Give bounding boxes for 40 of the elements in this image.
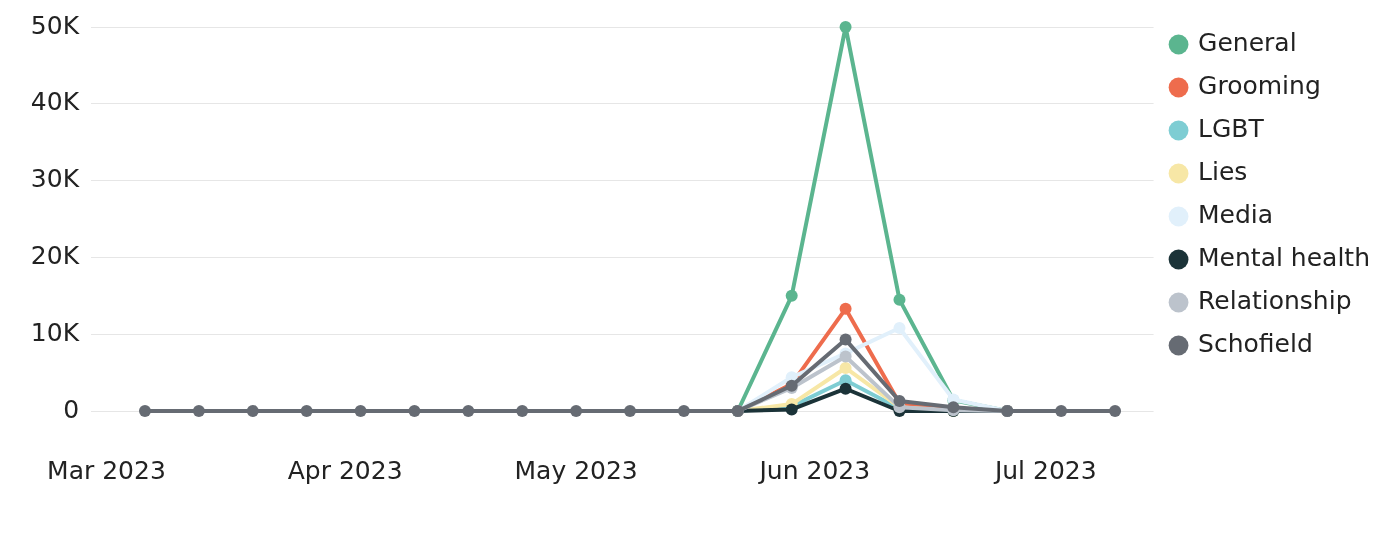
legend-label: Mental health bbox=[1198, 243, 1370, 272]
point bbox=[570, 405, 583, 417]
y-tick-label: 0 bbox=[63, 394, 80, 424]
point bbox=[354, 405, 367, 417]
x-tick-label: Apr 2023 bbox=[287, 455, 403, 485]
x-tick-label: May 2023 bbox=[514, 455, 638, 485]
point bbox=[839, 302, 852, 315]
point bbox=[246, 405, 259, 417]
point bbox=[1055, 405, 1068, 417]
point bbox=[677, 405, 690, 417]
point bbox=[785, 289, 798, 302]
point bbox=[839, 382, 852, 395]
x-tick-label: Jul 2023 bbox=[992, 455, 1097, 485]
legend-label: LGBT bbox=[1198, 114, 1265, 143]
point bbox=[408, 405, 421, 417]
point bbox=[300, 405, 313, 417]
x-tick-label: Mar 2023 bbox=[47, 455, 166, 485]
point bbox=[839, 21, 852, 33]
point bbox=[839, 333, 852, 346]
legend-label: Media bbox=[1198, 200, 1274, 229]
y-tick-label: 40K bbox=[30, 87, 80, 117]
y-tick-label: 10K bbox=[30, 317, 80, 347]
legend-label: General bbox=[1198, 28, 1297, 57]
point bbox=[516, 405, 529, 417]
x-tick-label: Jun 2023 bbox=[757, 455, 871, 485]
point bbox=[138, 405, 151, 417]
point bbox=[624, 405, 637, 417]
legend-label: Grooming bbox=[1198, 71, 1321, 100]
y-tick-label: 30K bbox=[30, 164, 80, 194]
y-tick-label: 50K bbox=[30, 10, 80, 40]
point bbox=[893, 293, 906, 306]
point bbox=[839, 361, 852, 374]
legend-label: Lies bbox=[1198, 157, 1248, 186]
legend-label: Schofield bbox=[1198, 329, 1313, 358]
point bbox=[462, 405, 475, 417]
point bbox=[1109, 405, 1122, 417]
y-tick-label: 20K bbox=[30, 240, 80, 270]
legend-label: Relationship bbox=[1198, 286, 1352, 315]
point bbox=[192, 405, 205, 417]
point bbox=[893, 322, 906, 335]
